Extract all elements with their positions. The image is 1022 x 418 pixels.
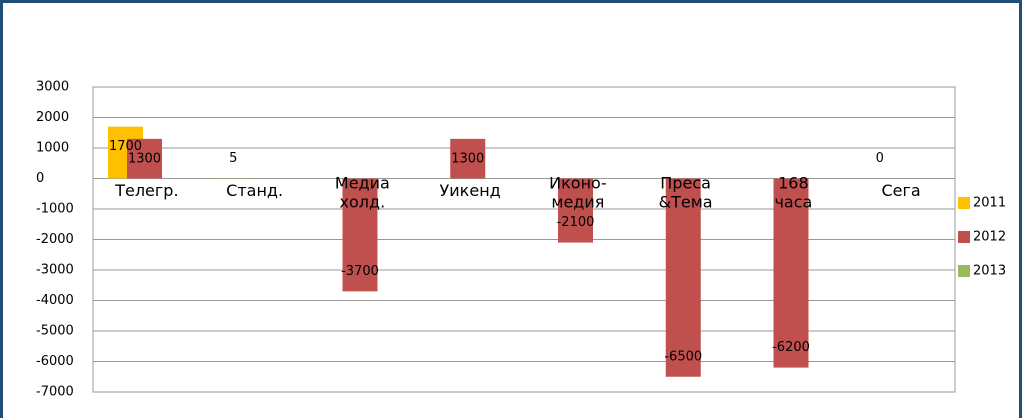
data-label: 1300 (128, 151, 161, 166)
x-tick-label: 168 часа (774, 173, 812, 211)
y-tick-label: 2000 (36, 110, 69, 125)
y-tick-label: 3000 (36, 80, 69, 95)
y-tick-label: 0 (36, 171, 44, 186)
x-tick-label: Медиа холд. (335, 173, 390, 211)
data-label: 1300 (451, 151, 484, 166)
y-tick-label: -2000 (36, 232, 74, 247)
bar (665, 178, 701, 377)
data-label: -6500 (664, 349, 702, 364)
data-label: 5 (229, 151, 237, 166)
legend-swatch (958, 265, 970, 277)
y-tick-label: -1000 (36, 202, 74, 217)
legend-label: 2013 (973, 264, 1006, 279)
y-tick-label: -6000 (36, 354, 74, 369)
y-tick-label: -4000 (36, 293, 74, 308)
bar (558, 178, 593, 243)
x-tick-label: Телегр. (114, 181, 178, 200)
data-label: 1700 (109, 139, 142, 154)
legend-label: 2012 (973, 230, 1006, 245)
data-label: -2100 (557, 215, 595, 230)
bar (773, 178, 809, 368)
bar (450, 138, 486, 179)
x-tick-label: Станд. (226, 181, 283, 200)
bar (127, 138, 162, 179)
y-tick-label: -3000 (36, 263, 74, 278)
y-tick-label: 1000 (36, 141, 69, 156)
legend-label: 2011 (973, 196, 1006, 211)
y-tick-label: -5000 (36, 324, 74, 339)
x-tick-label: Уикенд (440, 181, 501, 200)
bar (342, 178, 378, 292)
x-tick-label: Сега (882, 181, 921, 200)
legend-swatch (958, 231, 970, 243)
data-label: -6200 (772, 340, 810, 355)
legend-swatch (958, 197, 970, 209)
data-label: 0 (876, 151, 884, 166)
x-tick-label: Иконо-медия (549, 173, 606, 211)
y-tick-label: -7000 (36, 385, 74, 400)
x-tick-label: Преса &Тема (659, 173, 713, 211)
data-label: -3700 (341, 264, 379, 279)
